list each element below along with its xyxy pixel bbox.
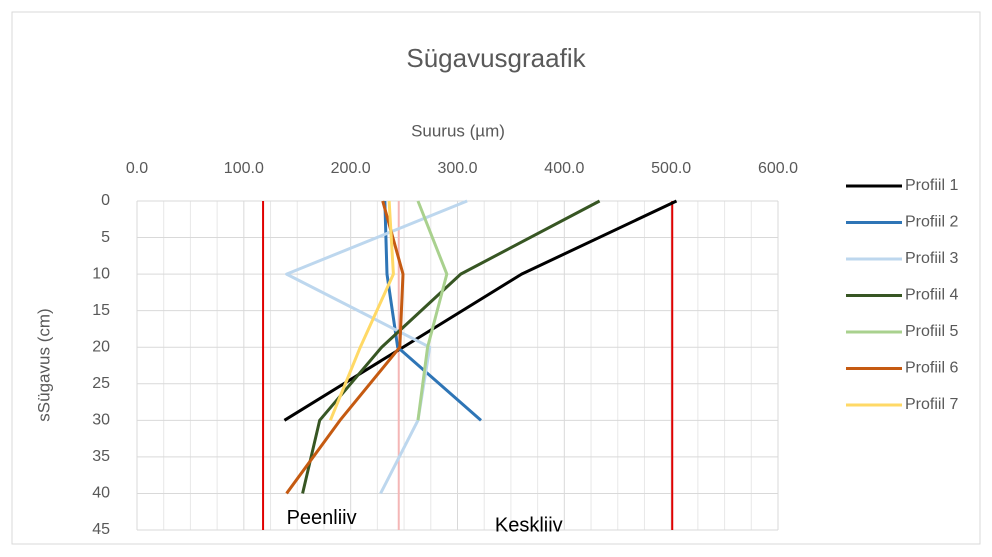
y-tick-label: 10 xyxy=(92,265,110,282)
series-line xyxy=(416,200,449,421)
series-line xyxy=(285,200,405,495)
y-tick-label: 30 xyxy=(92,412,110,429)
x-tick-label: 200.0 xyxy=(331,160,371,177)
series-line xyxy=(301,199,601,494)
y-tick-label: 45 xyxy=(92,521,110,538)
legend-label: Profiil 2 xyxy=(905,214,958,231)
x-tick-label: 300.0 xyxy=(437,160,477,177)
y-tick-label: 35 xyxy=(92,448,110,465)
y-axis-label: sSügavus (cm) xyxy=(34,308,53,421)
chart-title: Sügavusgraafik xyxy=(406,43,586,73)
legend-label: Profiil 3 xyxy=(905,250,958,267)
x-tick-label: 600.0 xyxy=(758,160,798,177)
y-tick-label: 0 xyxy=(101,192,110,209)
x-tick-label: 400.0 xyxy=(544,160,584,177)
annotation: Peenliiv xyxy=(287,507,357,529)
series-line xyxy=(328,200,395,421)
legend-label: Profiil 1 xyxy=(905,177,958,194)
y-tick-label: 25 xyxy=(92,375,110,392)
series-line xyxy=(285,199,468,495)
legend-label: Profiil 4 xyxy=(905,287,958,304)
legend-label: Profiil 5 xyxy=(905,323,958,340)
series-line xyxy=(383,200,482,422)
chart-frame xyxy=(11,11,981,545)
y-tick-label: 40 xyxy=(92,485,110,502)
x-axis-label: Suurus (µm) xyxy=(411,121,505,140)
legend-label: Profiil 6 xyxy=(905,360,958,377)
y-tick-label: 20 xyxy=(92,338,110,355)
x-tick-label: 0.0 xyxy=(126,160,148,177)
y-tick-label: 15 xyxy=(92,302,110,319)
legend-label: Profiil 7 xyxy=(905,396,958,413)
x-tick-label: 100.0 xyxy=(224,160,264,177)
annotation: Keskliiv xyxy=(495,514,563,536)
x-tick-label: 500.0 xyxy=(651,160,691,177)
y-tick-label: 5 xyxy=(101,229,110,246)
